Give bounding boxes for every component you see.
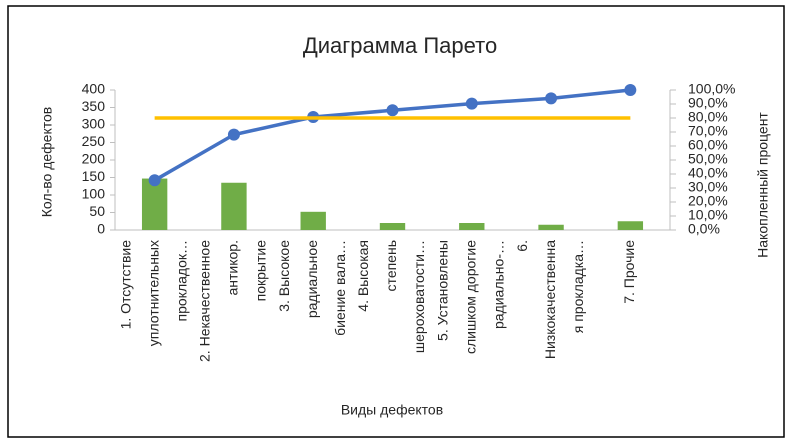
x-tick-label: радиально-… — [490, 240, 506, 329]
x-tick-label: 4. Высокая — [355, 240, 371, 312]
chart-border — [7, 5, 785, 438]
y2-axis-title: Накопленный процент — [755, 112, 771, 258]
x-tick-label: уплотнительных — [145, 240, 161, 346]
x-tick-label: 2. Некачественное — [197, 240, 213, 362]
marker — [545, 92, 558, 105]
x-tick-label: 1. Отсутствие — [117, 240, 133, 330]
x-tick-label: слишком дорогие — [462, 240, 478, 354]
y2-tick-label: 60,0% — [688, 137, 728, 153]
y2-tick-label: 30,0% — [688, 179, 728, 195]
y2-tick-label: 50,0% — [688, 151, 728, 167]
y-tick-label: 0 — [97, 221, 105, 237]
y-tick-label: 150 — [82, 168, 106, 184]
x-axis-title: Виды дефектов — [341, 402, 443, 418]
bar — [141, 178, 168, 230]
y2-tick-label: 90,0% — [688, 95, 728, 111]
y-tick-label: 250 — [82, 133, 106, 149]
x-tick-label: радиальное — [304, 240, 320, 318]
y2-tick-label: 20,0% — [688, 193, 728, 209]
x-tick-label: биение вала… — [332, 240, 348, 336]
x-tick-label: 5. Установлены — [434, 240, 450, 341]
marker — [465, 97, 478, 110]
marker — [624, 84, 637, 96]
chart-title: Диаграмма Парето — [303, 33, 497, 58]
x-tick-label: шероховатости… — [411, 240, 427, 353]
x-tick-label: 7. Прочие — [621, 240, 637, 304]
bar — [459, 223, 485, 230]
y2-tick-label: 70,0% — [688, 123, 728, 139]
y-tick-label: 100 — [82, 186, 106, 202]
marker — [227, 128, 240, 141]
y2-tick-label: 10,0% — [688, 207, 728, 223]
bar — [300, 211, 326, 230]
x-tick-label: прокладок… — [173, 240, 189, 321]
bar — [379, 223, 406, 230]
y2-tick-label: 100,0% — [688, 81, 735, 97]
x-tick-label: я прокладка… — [570, 240, 586, 333]
x-tick-label: степень — [383, 240, 399, 291]
marker — [386, 104, 399, 117]
y-tick-label: 350 — [82, 98, 106, 114]
bar — [538, 224, 564, 230]
y-tick-label: 400 — [82, 81, 106, 97]
x-tick-label: Низкокачественна — [542, 240, 558, 359]
y-tick-label: 200 — [82, 151, 106, 167]
y2-tick-label: 80,0% — [688, 109, 728, 125]
x-tick-label: 6. — [514, 240, 530, 252]
x-tick-label: покрытие — [253, 240, 269, 302]
y-axis-title: Кол-во дефектов — [39, 107, 55, 217]
marker — [148, 174, 161, 187]
y-tick-label: 50 — [89, 203, 105, 219]
x-tick-label: антикор. — [225, 240, 241, 295]
y2-tick-label: 0,0% — [688, 221, 720, 237]
bar — [617, 221, 644, 230]
y2-tick-label: 40,0% — [688, 165, 728, 181]
y-tick-label: 300 — [82, 116, 106, 132]
x-tick-label: 3. Высокое — [276, 240, 292, 312]
bar — [221, 182, 247, 230]
